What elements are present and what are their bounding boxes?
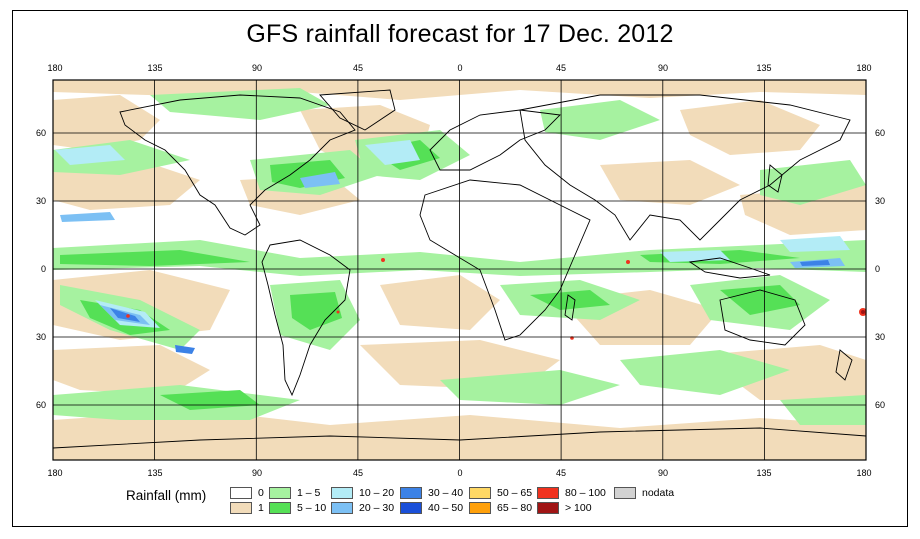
map-title: GFS rainfall forecast for 17 Dec. 2012 — [246, 20, 674, 48]
continent-africa — [419, 179, 591, 341]
rain-area — [800, 260, 830, 266]
legend-label: 30 – 40 — [428, 487, 464, 499]
rain-spot — [626, 260, 630, 264]
rain-spot — [126, 314, 130, 318]
island-madagascar — [564, 294, 576, 321]
rain-area — [175, 345, 195, 354]
lon-label-bottom: 0 — [457, 468, 463, 478]
rain-area — [660, 250, 730, 262]
lon-label-bottom: 135 — [756, 468, 772, 478]
legend-swatch — [269, 502, 291, 514]
rain-area — [720, 285, 800, 315]
lon-label-bottom: 45 — [555, 468, 567, 478]
rain-area — [290, 292, 342, 330]
lat-label-right: 60 — [875, 400, 886, 410]
rain-area — [780, 395, 866, 425]
legend-swatch — [269, 487, 291, 499]
legend-label: 80 – 100 — [565, 487, 606, 499]
lon-label-top: 45 — [555, 63, 567, 73]
lon-label-top: 0 — [457, 63, 463, 73]
lat-label-left: 60 — [35, 128, 46, 138]
legend-swatch — [614, 487, 636, 499]
legend-label: 1 – 5 — [297, 487, 321, 499]
legend-label: 0 — [258, 487, 264, 499]
continent-greenland — [319, 89, 396, 131]
legend-label: 65 – 80 — [497, 502, 533, 514]
continent-australia — [719, 289, 806, 346]
lon-label-bottom: 180 — [856, 468, 872, 478]
legend-swatch — [537, 502, 559, 514]
legend-label: 1 — [258, 502, 264, 514]
lat-label-left: 0 — [40, 264, 46, 274]
rain-spot — [336, 310, 340, 314]
rain-area — [53, 95, 160, 150]
lon-label-top: 90 — [251, 63, 263, 73]
rain-area — [110, 308, 140, 322]
rain-spot — [861, 310, 865, 314]
lat-label-left: 30 — [35, 196, 46, 206]
lat-label-right: 30 — [875, 332, 886, 342]
rain-area — [380, 275, 500, 330]
rain-area — [53, 345, 210, 395]
lon-label-top: 135 — [147, 63, 163, 73]
continent-antarctica — [53, 427, 866, 449]
rain-area — [540, 100, 660, 140]
legend-label: 50 – 65 — [497, 487, 533, 499]
lon-label-bottom: 45 — [352, 468, 364, 478]
lat-label-left: 30 — [35, 332, 46, 342]
legend-label: 10 – 20 — [359, 487, 395, 499]
legend-label: nodata — [642, 487, 675, 499]
rain-spot — [381, 258, 385, 262]
lon-label-top: 180 — [856, 63, 872, 73]
map-grid — [53, 80, 866, 460]
lon-label-top: 180 — [47, 63, 63, 73]
rain-area — [150, 88, 330, 120]
legend-title: Rainfall (mm) — [126, 488, 207, 503]
continent-asia — [519, 94, 851, 241]
legend-label: > 100 — [565, 502, 592, 514]
lon-label-bottom: 90 — [657, 468, 669, 478]
rain-area — [600, 160, 740, 205]
island-indonesia — [688, 257, 771, 279]
legend-swatch — [469, 487, 491, 499]
lon-label-bottom: 90 — [251, 468, 263, 478]
lat-label-left: 60 — [35, 400, 46, 410]
legend-swatch — [230, 487, 252, 499]
legend-swatch — [331, 487, 353, 499]
lat-label-right: 0 — [875, 264, 881, 274]
rain-area — [300, 172, 340, 188]
legend-swatch — [537, 487, 559, 499]
lon-label-top: 90 — [657, 63, 669, 73]
rain-area — [440, 370, 620, 405]
legend-label: 20 – 30 — [359, 502, 395, 514]
rain-area — [60, 212, 115, 222]
figure-frame — [12, 10, 908, 527]
legend-label: 5 – 10 — [297, 502, 327, 514]
rain-area — [365, 140, 420, 165]
legend-swatch — [469, 502, 491, 514]
rain-area — [780, 236, 850, 252]
continent-europe — [429, 109, 561, 171]
lat-label-right: 30 — [875, 196, 886, 206]
lon-label-top: 45 — [352, 63, 364, 73]
legend-label: 40 – 50 — [428, 502, 464, 514]
legend-swatch — [400, 487, 422, 499]
map-border — [52, 79, 867, 461]
legend-swatch — [400, 502, 422, 514]
legend-swatch — [230, 502, 252, 514]
lon-label-top: 135 — [756, 63, 772, 73]
rain-area — [55, 145, 125, 165]
legend-swatch — [331, 502, 353, 514]
island-japan — [767, 164, 783, 193]
rain-area — [680, 100, 820, 155]
lon-label-bottom: 180 — [47, 468, 63, 478]
rain-area — [530, 290, 610, 310]
continent-north-america — [119, 94, 356, 236]
lat-label-right: 60 — [875, 128, 886, 138]
island-nz — [835, 349, 853, 381]
lon-label-bottom: 135 — [147, 468, 163, 478]
continent-south-america — [261, 239, 351, 397]
